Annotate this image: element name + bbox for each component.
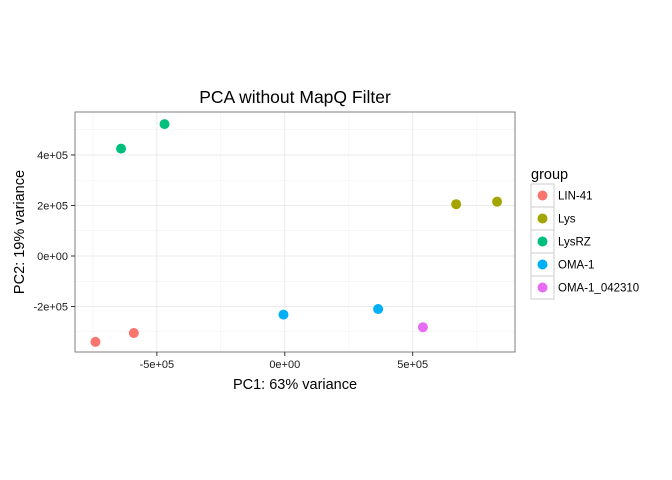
data-point bbox=[159, 119, 170, 130]
legend: group LIN-41 Lys LysRZ OMA-1 OMA-1_042310 bbox=[530, 167, 639, 300]
y-tick-label: -2e+05 bbox=[33, 302, 68, 314]
x-tick-label: -5e+05 bbox=[140, 359, 175, 371]
legend-title: group bbox=[531, 167, 568, 183]
legend-label: OMA-1_042310 bbox=[558, 283, 639, 295]
data-point bbox=[116, 143, 127, 154]
plot-panel-border bbox=[74, 111, 516, 353]
x-axis-title: PC1: 63% variance bbox=[233, 377, 357, 393]
x-tick-label: 0e+00 bbox=[269, 359, 300, 371]
data-point bbox=[492, 196, 503, 207]
data-point bbox=[90, 336, 101, 347]
y-tick-label: 0e+00 bbox=[37, 251, 68, 263]
data-point bbox=[278, 309, 289, 320]
data-point bbox=[451, 199, 462, 210]
legend-label: LysRZ bbox=[558, 237, 591, 249]
y-tick-label: 2e+05 bbox=[37, 200, 68, 212]
legend-marker bbox=[537, 282, 548, 293]
legend-marker bbox=[537, 213, 548, 224]
legend-marker bbox=[537, 190, 548, 201]
legend-marker bbox=[537, 259, 548, 270]
legend-label: OMA-1 bbox=[558, 260, 594, 272]
legend-entries: LIN-41 Lys LysRZ OMA-1 OMA-1_042310 bbox=[530, 183, 639, 300]
data-points bbox=[90, 119, 503, 347]
legend-label: LIN-41 bbox=[558, 191, 593, 203]
y-axis-title: PC2: 19% variance bbox=[12, 170, 28, 294]
plot-title: PCA without MapQ Filter bbox=[199, 87, 391, 107]
axis-ticks: -5e+05 0e+00 5e+05 -2e+05 0e+00 2e+05 4e+05 bbox=[33, 150, 428, 371]
legend-marker bbox=[537, 236, 548, 247]
x-tick-label: 5e+05 bbox=[397, 359, 428, 371]
y-tick-label: 4e+05 bbox=[37, 150, 68, 162]
legend-label: Lys bbox=[558, 214, 576, 226]
data-point bbox=[417, 322, 428, 333]
data-point bbox=[128, 328, 139, 339]
data-point bbox=[373, 304, 384, 315]
